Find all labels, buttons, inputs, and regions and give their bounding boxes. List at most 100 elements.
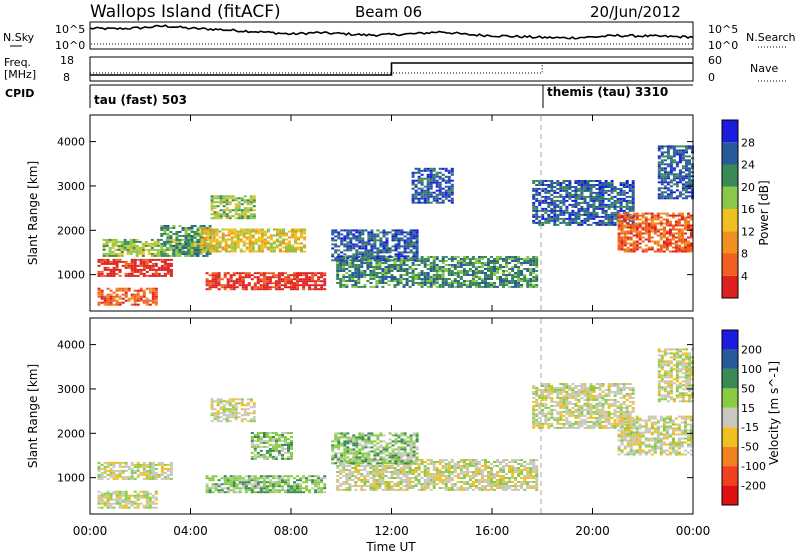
heatmap-cell bbox=[109, 492, 113, 495]
heatmap-cell bbox=[678, 173, 682, 176]
heatmap-cell bbox=[339, 284, 343, 286]
heatmap-cell bbox=[247, 276, 251, 279]
heatmap-cell bbox=[281, 475, 284, 478]
heatmap-cell bbox=[145, 303, 149, 306]
heatmap-cell bbox=[517, 266, 521, 268]
heatmap-cell bbox=[345, 276, 349, 278]
heatmap-cell bbox=[681, 197, 685, 200]
heatmap-cell bbox=[441, 173, 445, 176]
heatmap-cell bbox=[206, 242, 210, 245]
heatmap-cell bbox=[544, 184, 548, 186]
heatmap-cell bbox=[373, 251, 377, 254]
heatmap-cell bbox=[589, 203, 593, 206]
heatmap-cell bbox=[342, 465, 346, 467]
heatmap-cell bbox=[390, 471, 394, 473]
heatmap-cell bbox=[408, 266, 412, 268]
heatmap-cell bbox=[278, 244, 282, 247]
heatmap-cell bbox=[178, 254, 182, 257]
heatmap-cell bbox=[126, 240, 130, 243]
heatmap-cell bbox=[208, 288, 212, 291]
heatmap-cell bbox=[653, 230, 657, 233]
heatmap-cell bbox=[532, 193, 536, 196]
heatmap-cell bbox=[252, 209, 256, 212]
heatmap-cell bbox=[222, 418, 226, 421]
heatmap-cell bbox=[393, 278, 397, 280]
heatmap-cell bbox=[277, 449, 281, 452]
heatmap-cell bbox=[426, 264, 430, 266]
heatmap-cell bbox=[342, 258, 346, 260]
heatmap-cell bbox=[529, 258, 533, 260]
heatmap-cell bbox=[360, 459, 364, 461]
heatmap-cell bbox=[547, 195, 551, 198]
heatmap-cell bbox=[393, 264, 397, 266]
heatmap-cell bbox=[232, 282, 236, 285]
heatmap-cell bbox=[169, 461, 173, 464]
heatmap-cell bbox=[130, 475, 134, 478]
heatmap-cell bbox=[632, 240, 636, 243]
heatmap-cell bbox=[311, 475, 315, 478]
heatmap-cell bbox=[224, 250, 228, 253]
heatmap-cell bbox=[117, 244, 121, 247]
heatmap-cell bbox=[477, 270, 481, 272]
heatmap-cell bbox=[124, 500, 128, 503]
heatmap-cell bbox=[677, 230, 681, 233]
heatmap-cell bbox=[635, 228, 639, 231]
freq-left-tick-low: 8 bbox=[63, 71, 70, 84]
heatmap-cell bbox=[271, 481, 275, 484]
heatmap-cell bbox=[529, 272, 533, 274]
heatmap-cell bbox=[193, 252, 197, 255]
heatmap-cell bbox=[663, 181, 667, 184]
heatmap-cell bbox=[656, 248, 660, 251]
heatmap-cell bbox=[229, 288, 233, 291]
heatmap-cell bbox=[287, 449, 290, 452]
heatmap-cell bbox=[678, 177, 682, 180]
heatmap-cell bbox=[589, 186, 593, 188]
heatmap-cell bbox=[565, 199, 569, 202]
heatmap-cell bbox=[168, 238, 172, 241]
heatmap-cell bbox=[414, 195, 418, 198]
heatmap-cell bbox=[196, 227, 200, 229]
heatmap-cell bbox=[376, 249, 380, 252]
heatmap-cell bbox=[523, 280, 527, 282]
heatmap-cell bbox=[432, 260, 436, 262]
heatmap-cell bbox=[526, 285, 530, 288]
heatmap-cell bbox=[626, 222, 630, 225]
heatmap-cell bbox=[677, 248, 681, 251]
heatmap-cell bbox=[236, 246, 240, 249]
heatmap-cell bbox=[393, 469, 397, 471]
heatmap-cell bbox=[426, 169, 430, 172]
heatmap-cell bbox=[394, 247, 398, 250]
heatmap-cell bbox=[462, 262, 466, 264]
heatmap-cell bbox=[339, 264, 343, 266]
heatmap-cell bbox=[243, 213, 247, 216]
heatmap-cell bbox=[477, 258, 481, 260]
heatmap-cell bbox=[216, 205, 220, 208]
heatmap-cell bbox=[450, 274, 454, 276]
heatmap-cell bbox=[601, 191, 605, 194]
heatmap-cell bbox=[447, 177, 451, 180]
heatmap-cell bbox=[354, 471, 358, 473]
heatmap-cell bbox=[441, 285, 445, 288]
heatmap-cell bbox=[499, 284, 502, 286]
heatmap-cell bbox=[390, 467, 394, 469]
heatmap-cell bbox=[391, 235, 395, 238]
heatmap-cell bbox=[106, 500, 110, 503]
heatmap-cell bbox=[354, 272, 358, 274]
heatmap-cell bbox=[399, 274, 403, 276]
heatmap-cell bbox=[529, 264, 533, 266]
heatmap-cell bbox=[641, 248, 645, 251]
heatmap-cell bbox=[577, 209, 581, 212]
heatmap-cell bbox=[277, 278, 281, 281]
heatmap-cell bbox=[406, 245, 410, 248]
heatmap-cell bbox=[277, 483, 281, 486]
heatmap-cell bbox=[274, 280, 278, 283]
heatmap-cell bbox=[589, 213, 593, 216]
heatmap-cell bbox=[685, 149, 688, 152]
heatmap-cell bbox=[592, 211, 596, 214]
heatmap-cell bbox=[216, 412, 220, 415]
heatmap-cell bbox=[586, 213, 590, 216]
heatmap-cell bbox=[669, 147, 673, 150]
heatmap-cell bbox=[331, 237, 335, 240]
heatmap-cell bbox=[260, 244, 264, 247]
heatmap-cell bbox=[282, 246, 285, 249]
